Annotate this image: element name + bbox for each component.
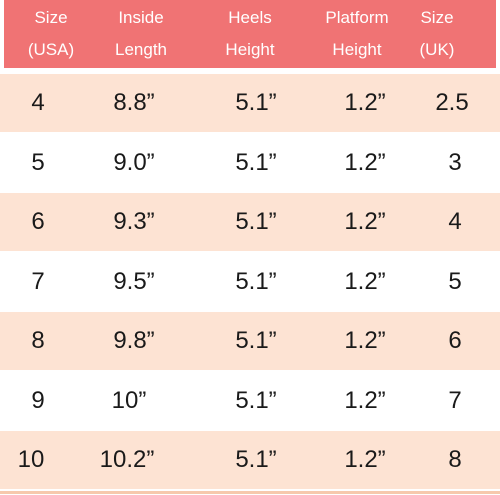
cell-size-usa: 5 <box>31 149 45 176</box>
cell-size-usa: 10 <box>17 446 45 473</box>
cell-heels-height: 5.1” <box>235 89 277 116</box>
cell-platform-height: 1.2” <box>344 208 386 235</box>
table-row: 5 9.0” 5.1” 1.2” 3 <box>0 134 500 192</box>
cell-heels-height: 5.1” <box>235 327 277 354</box>
cell-inside-length: 9.8” <box>113 327 155 354</box>
cell-size-uk: 3 <box>448 149 462 176</box>
cell-platform-height: 1.2” <box>344 89 386 116</box>
header-label: Length <box>115 40 167 59</box>
cell-size-usa: 8 <box>31 327 45 354</box>
cell-size-uk: 8 <box>448 446 462 473</box>
header-label: Height <box>225 40 275 59</box>
cell-platform-height: 1.2” <box>344 446 386 473</box>
cell-platform-height: 1.2” <box>344 387 386 414</box>
cell-size-uk: 2.5 <box>435 89 469 116</box>
header-label: Inside <box>118 8 164 27</box>
cell-size-uk: 6 <box>448 327 462 354</box>
cell-platform-height: 1.2” <box>344 327 386 354</box>
cell-size-usa: 9 <box>31 387 45 414</box>
header-label: Heels <box>228 8 272 27</box>
header-label: (UK) <box>419 40 455 59</box>
cell-heels-height: 5.1” <box>235 149 277 176</box>
table-row: 7 9.5” 5.1” 1.2” 5 <box>0 253 500 311</box>
cell-size-uk: 7 <box>448 387 462 414</box>
header-label: Size <box>420 8 454 27</box>
cell-inside-length: 8.8” <box>113 89 155 116</box>
header-label: Size <box>34 8 68 27</box>
cell-inside-length: 9.3” <box>113 208 155 235</box>
cell-inside-length: 10” <box>111 387 147 414</box>
cell-platform-height: 1.2” <box>344 268 386 295</box>
table-header: Size (USA) Inside Length Heels Height Pl… <box>4 0 496 68</box>
table-row: 4 8.8” 5.1” 1.2” 2.5 <box>0 74 500 132</box>
header-label: (USA) <box>27 40 75 59</box>
cell-inside-length: 10.2” <box>99 446 155 473</box>
cell-size-usa: 4 <box>31 89 45 116</box>
cell-inside-length: 9.5” <box>113 268 155 295</box>
table-row: 9 10” 5.1” 1.2” 7 <box>0 372 500 430</box>
cell-size-uk: 4 <box>448 208 462 235</box>
cell-heels-height: 5.1” <box>235 387 277 414</box>
cell-size-uk: 5 <box>448 268 462 295</box>
table-row: 6 9.3” 5.1” 1.2” 4 <box>0 193 500 251</box>
cell-inside-length: 9.0” <box>113 149 155 176</box>
header-label: Platform <box>325 8 389 27</box>
cell-heels-height: 5.1” <box>235 268 277 295</box>
cell-size-usa: 6 <box>31 208 45 235</box>
table-bottom-border <box>0 491 500 494</box>
cell-size-usa: 7 <box>31 268 45 295</box>
cell-platform-height: 1.2” <box>344 149 386 176</box>
table-row: 8 9.8” 5.1” 1.2” 6 <box>0 312 500 370</box>
table-row: 10 10.2” 5.1” 1.2” 8 <box>0 431 500 489</box>
cell-heels-height: 5.1” <box>235 446 277 473</box>
cell-heels-height: 5.1” <box>235 208 277 235</box>
header-label: Height <box>332 40 382 59</box>
